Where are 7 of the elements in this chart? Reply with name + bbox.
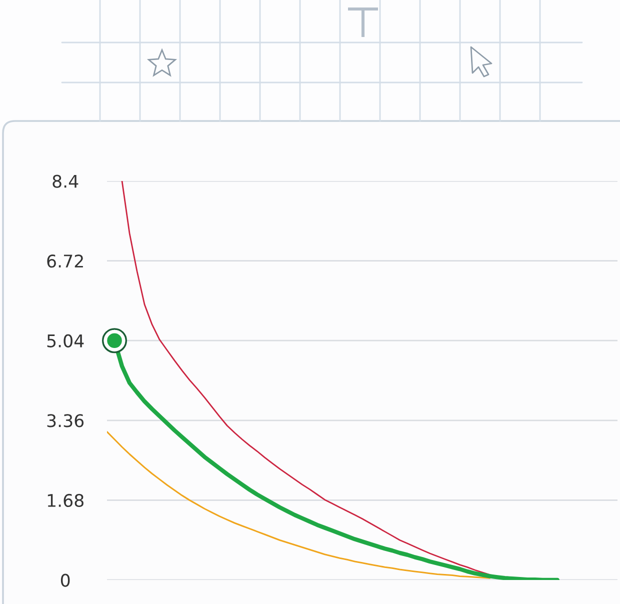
- y-tick-label: 3.36: [47, 414, 84, 428]
- y-tick-label: 8.4: [52, 174, 78, 188]
- y-tick-label: 5.04: [47, 334, 84, 348]
- y-tick-label: 6.72: [47, 254, 83, 268]
- y-tick-label: 1.68: [48, 494, 84, 508]
- y-tick-label: 0: [60, 574, 70, 587]
- line-series: [107, 431, 491, 579]
